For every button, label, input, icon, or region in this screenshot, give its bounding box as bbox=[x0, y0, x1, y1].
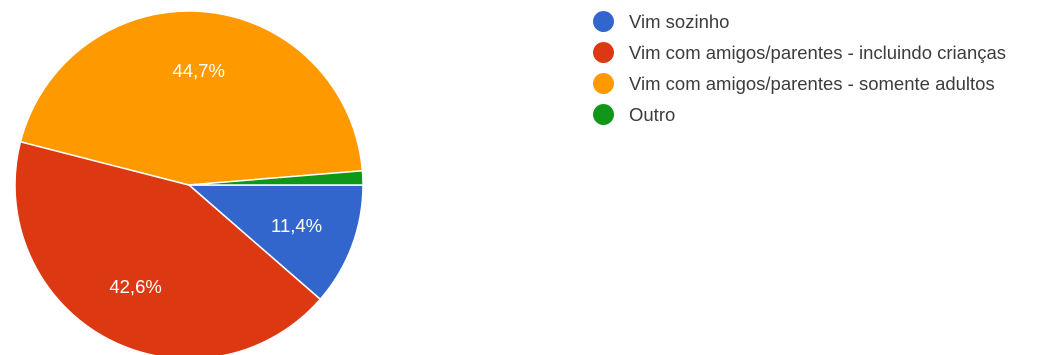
pie-slice-2[interactable] bbox=[14, 140, 322, 355]
legend-swatch bbox=[593, 11, 614, 32]
legend-swatch bbox=[593, 104, 614, 125]
legend-item-somente-adultos[interactable]: Vim com amigos/parentes - somente adulto… bbox=[593, 70, 1033, 97]
legend-swatch bbox=[593, 73, 614, 94]
pie-slices bbox=[14, 10, 364, 355]
legend-label: Outro bbox=[629, 104, 676, 125]
slice-label-2: 42,6% bbox=[109, 276, 161, 297]
pie-slice-3[interactable] bbox=[19, 10, 364, 186]
legend-label: Vim sozinho bbox=[629, 11, 730, 32]
slice-label-3: 44,7% bbox=[172, 60, 224, 81]
legend-swatch bbox=[593, 42, 614, 63]
legend: Vim sozinho Vim com amigos/parentes - in… bbox=[593, 8, 1033, 132]
pie-slice-1[interactable] bbox=[186, 184, 364, 301]
legend-item-vim-sozinho[interactable]: Vim sozinho bbox=[593, 8, 1033, 35]
pie-labels: 11,4% 42,6% 44,7% bbox=[109, 60, 322, 297]
legend-label: Vim com amigos/parentes - incluindo cria… bbox=[629, 42, 1007, 63]
pie-slice-4[interactable] bbox=[188, 169, 364, 186]
slice-label-1: 11,4% bbox=[271, 215, 322, 236]
legend-item-incluindo-criancas[interactable]: Vim com amigos/parentes - incluindo cria… bbox=[593, 39, 1033, 66]
legend-label: Vim com amigos/parentes - somente adulto… bbox=[629, 73, 995, 94]
legend-item-outro[interactable]: Outro bbox=[593, 101, 1033, 128]
